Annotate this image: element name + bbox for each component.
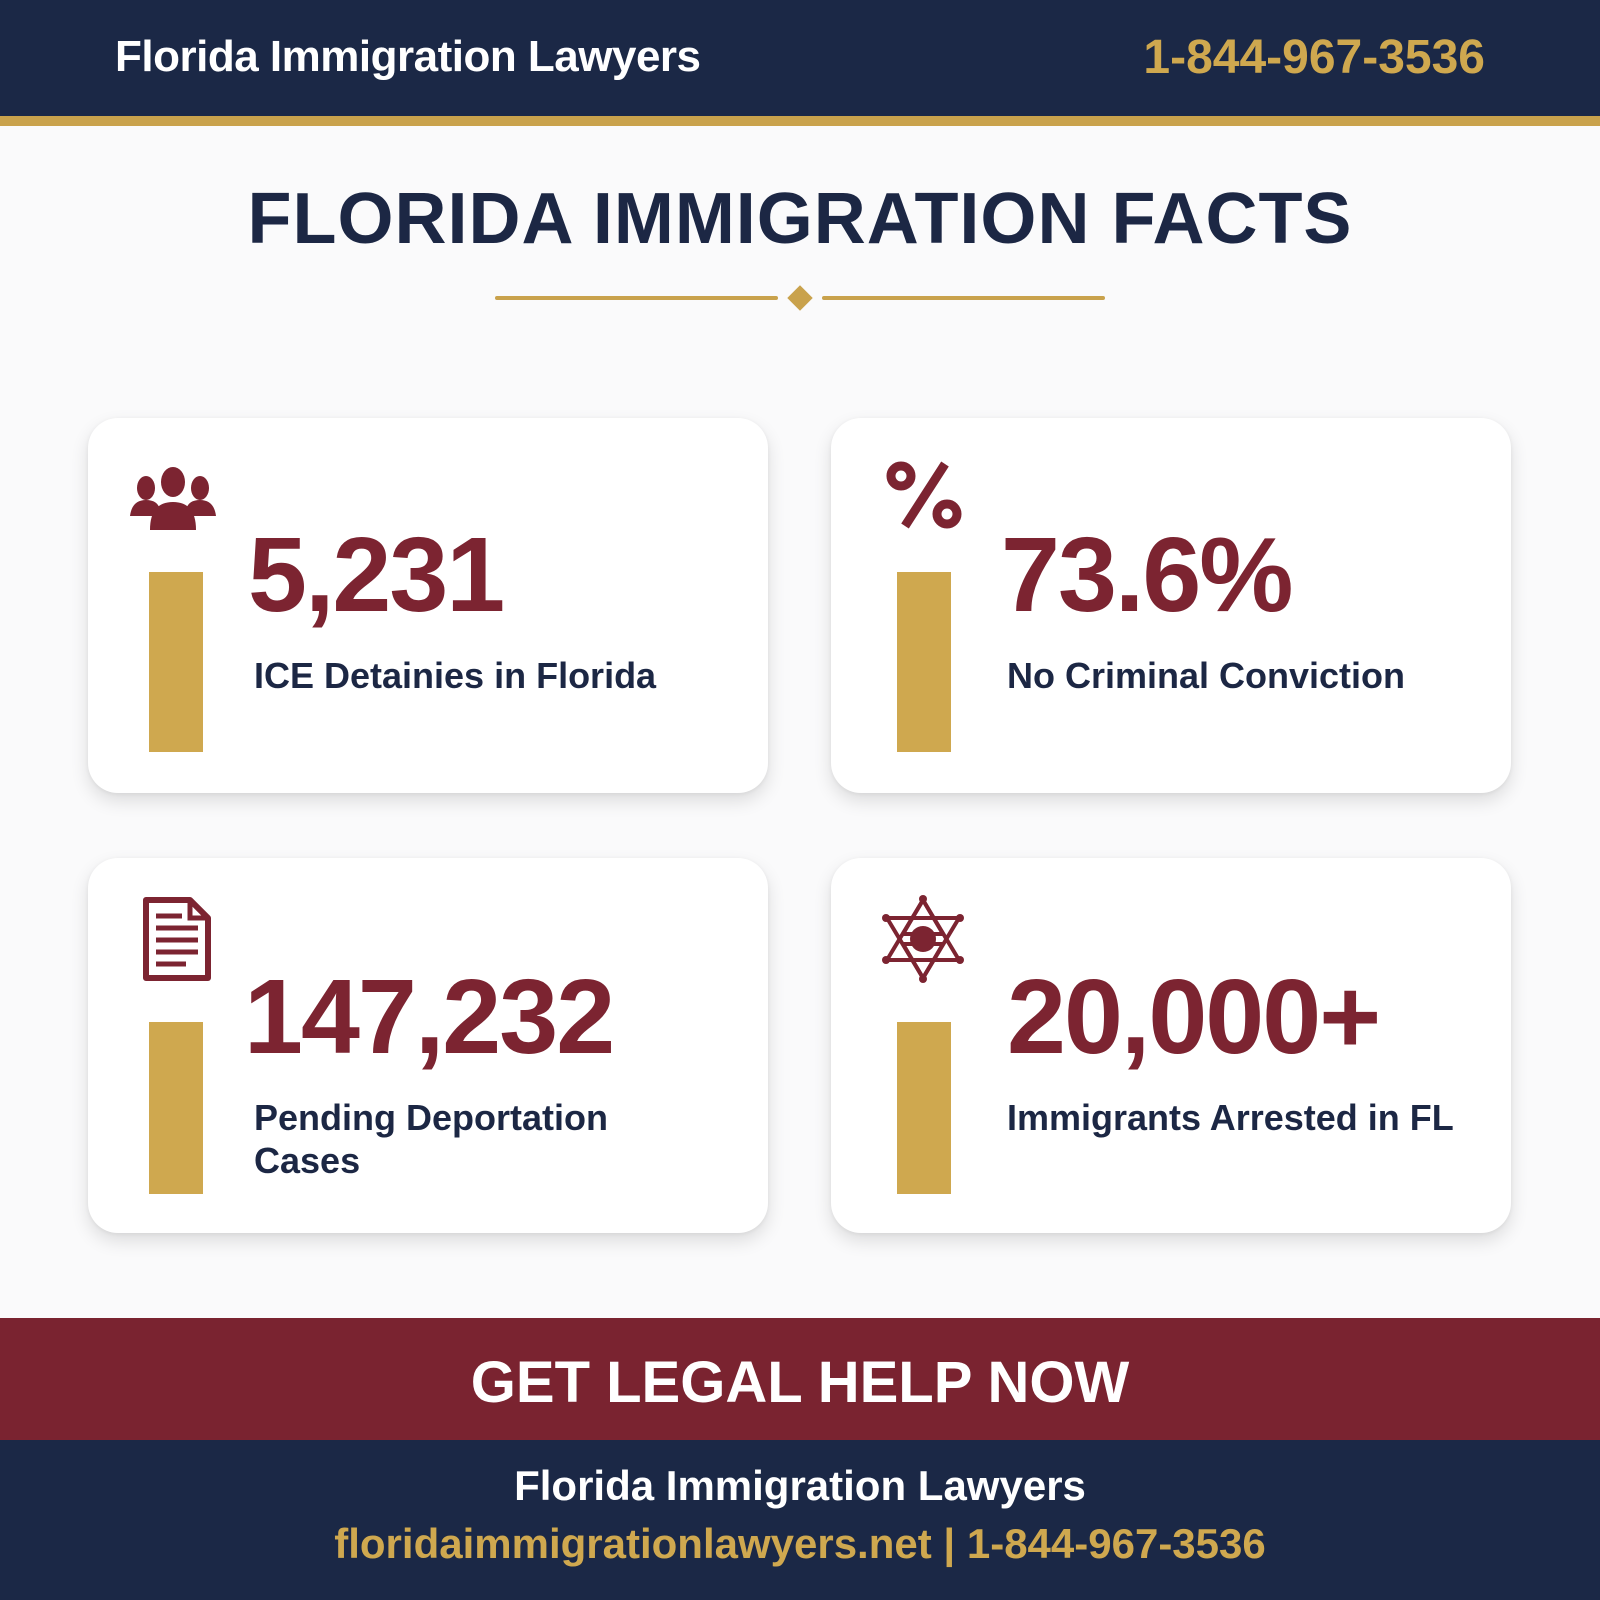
header-brand: Florida Immigration Lawyers xyxy=(115,32,701,81)
header-bar: Florida Immigration Lawyers 1-844-967-35… xyxy=(0,0,1600,116)
stat-card-ice-detainees: 5,231 ICE Detainies in Florida xyxy=(88,418,768,793)
people-group-icon xyxy=(128,466,218,530)
gold-accent-bar xyxy=(897,572,951,752)
document-icon xyxy=(142,896,212,982)
stat-card-immigrants-arrested: 20,000+ Immigrants Arrested in FL xyxy=(831,858,1511,1233)
gold-accent-bar xyxy=(897,1022,951,1194)
stat-value: 5,231 xyxy=(248,516,505,634)
page-title: FLORIDA IMMIGRATION FACTS xyxy=(247,179,1353,259)
gold-accent-bar xyxy=(149,1022,203,1194)
stat-value: 147,232 xyxy=(244,958,615,1076)
stat-label: ICE Detainies in Florida xyxy=(254,655,657,696)
header-phone-link[interactable]: 1-844-967-3536 xyxy=(1143,31,1485,84)
footer-firm-name: Florida Immigration Lawyers xyxy=(514,1462,1086,1509)
header-gold-divider xyxy=(0,116,1600,126)
gold-accent-bar xyxy=(149,572,203,752)
stat-value: 20,000+ xyxy=(1007,958,1381,1076)
stat-label: Immigrants Arrested in FL xyxy=(1007,1097,1454,1138)
title-ornament-divider xyxy=(495,285,1105,311)
percent-icon xyxy=(885,460,965,530)
stat-value: 73.6% xyxy=(1001,516,1294,634)
footer-contact-line: floridaimmigrationlawyers.net | 1-844-96… xyxy=(0,1520,1600,1568)
get-legal-help-button[interactable]: GET LEGAL HELP NOW xyxy=(0,1318,1600,1440)
stat-card-pending-deportation: 147,232 Pending Deportation Cases xyxy=(88,858,768,1233)
footer-phone-link[interactable]: 1-844-967-3536 xyxy=(966,1520,1266,1567)
stat-label: Pending Deportation Cases xyxy=(254,1097,608,1182)
divider-line-right xyxy=(822,296,1105,300)
footer-separator: | xyxy=(943,1520,956,1567)
footer: Florida Immigration Lawyers floridaimmig… xyxy=(0,1440,1600,1600)
diamond-icon xyxy=(787,285,813,311)
stat-card-no-criminal-conviction: 73.6% No Criminal Conviction xyxy=(831,418,1511,793)
sheriff-badge-icon xyxy=(879,894,967,984)
footer-website-link[interactable]: floridaimmigrationlawyers.net xyxy=(334,1520,932,1567)
divider-line-left xyxy=(495,296,778,300)
stat-label: No Criminal Conviction xyxy=(1007,655,1406,696)
cta-label: GET LEGAL HELP NOW xyxy=(470,1350,1130,1415)
